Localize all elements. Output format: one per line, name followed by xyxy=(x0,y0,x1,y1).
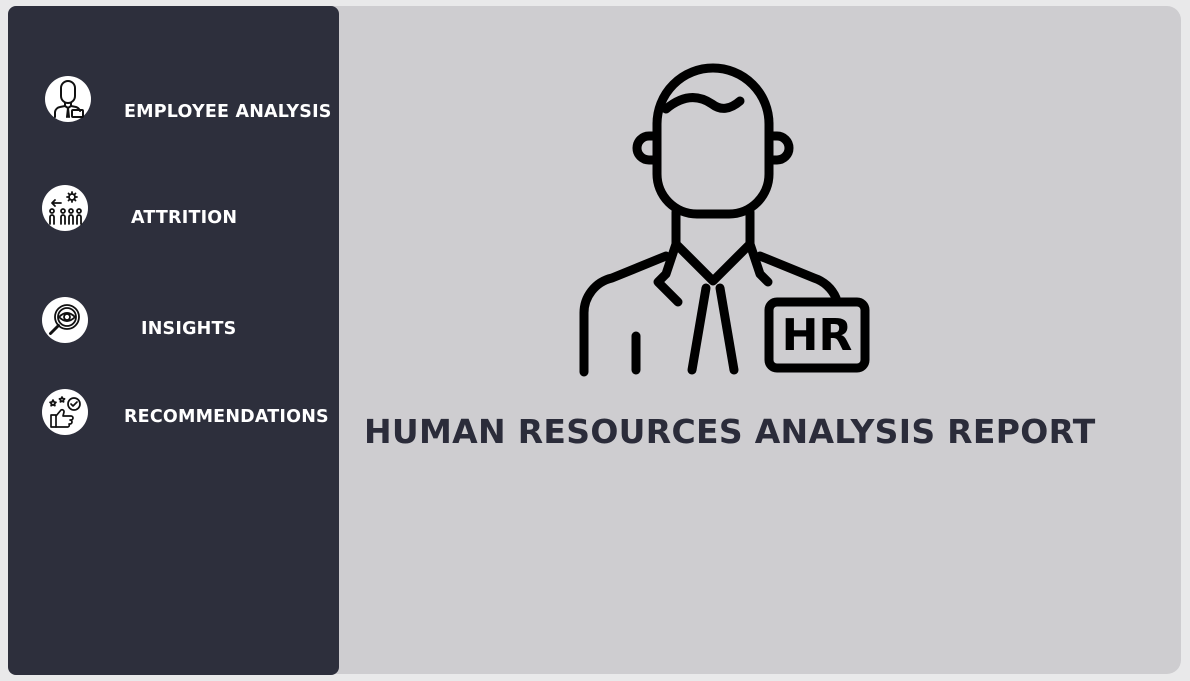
sidebar-item-label: RECOMMENDATIONS xyxy=(124,407,329,427)
sidebar: EMPLOYEE ANALYSIS ATTRITI xyxy=(8,6,339,675)
magnifier-eye-icon xyxy=(42,297,88,343)
sidebar-item-label: INSIGHTS xyxy=(141,319,237,339)
thumbs-up-stars-icon xyxy=(42,389,88,435)
hr-badge-text: HR xyxy=(782,310,853,361)
hr-employee-icon: HR xyxy=(579,63,870,377)
sidebar-item-attrition[interactable]: ATTRITION xyxy=(8,184,339,244)
sidebar-item-label: EMPLOYEE ANALYSIS xyxy=(124,102,332,122)
sidebar-item-label: ATTRITION xyxy=(131,208,238,228)
attrition-people-icon xyxy=(42,185,88,231)
hr-person-icon xyxy=(45,76,91,122)
sidebar-item-recommendations[interactable]: RECOMMENDATIONS xyxy=(8,387,339,447)
sidebar-item-employee-analysis[interactable]: EMPLOYEE ANALYSIS xyxy=(8,74,339,134)
page-title: HUMAN RESOURCES ANALYSIS REPORT xyxy=(364,412,1096,451)
sidebar-item-insights[interactable]: INSIGHTS xyxy=(8,295,339,355)
